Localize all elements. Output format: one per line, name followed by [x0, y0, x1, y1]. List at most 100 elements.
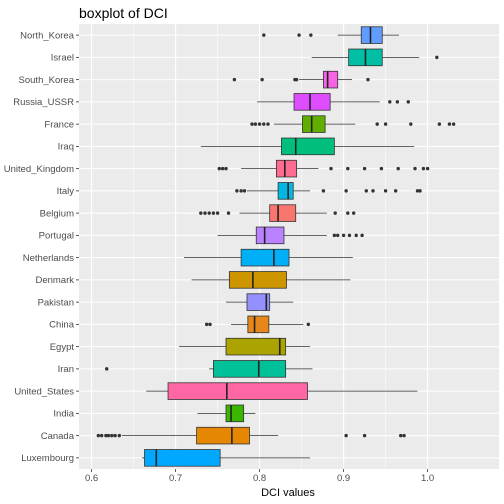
- outlier-point: [362, 166, 367, 171]
- x-tick-label: 1.0: [421, 473, 434, 484]
- boxplot-portugal: [217, 226, 364, 245]
- outlier-point: [354, 233, 358, 238]
- y-tick-label: Egypt: [50, 342, 75, 353]
- boxplot-south-korea: [232, 70, 370, 89]
- boxplot-india: [197, 404, 256, 423]
- outlier-point: [257, 122, 262, 126]
- iqr-box: [246, 293, 271, 311]
- outlier-point: [362, 433, 367, 438]
- outlier-point: [262, 122, 266, 126]
- iqr-box: [240, 248, 290, 267]
- outlier-point: [379, 166, 384, 171]
- outlier-point: [220, 166, 225, 171]
- outlier-point: [232, 77, 237, 82]
- outlier-point: [393, 189, 398, 193]
- y-tick-label: North_Korea: [20, 30, 75, 41]
- chart-title: boxplot of DCI: [79, 5, 168, 21]
- x-tick-label: 0.8: [253, 473, 266, 484]
- y-tick-label: France: [44, 119, 74, 130]
- x-axis-title: DCI values: [261, 487, 315, 499]
- y-tick-label: China: [49, 320, 75, 331]
- outlier-point: [262, 33, 266, 37]
- y-tick-label: Pakistan: [38, 297, 74, 308]
- y-axis: North_Korea Israel South_Korea Russia_USSR F…: [4, 30, 79, 464]
- y-tick-label: Iraq: [58, 142, 74, 153]
- outlier-point: [204, 322, 209, 327]
- iqr-box: [228, 271, 287, 289]
- y-tick-label: Israel: [51, 53, 74, 64]
- outlier-point: [418, 189, 422, 193]
- y-tick-label: India: [53, 409, 74, 420]
- outlier-point: [425, 166, 430, 171]
- outlier-point: [360, 233, 364, 238]
- boxplot-egypt: [178, 337, 310, 356]
- outlier-point: [321, 189, 326, 193]
- iqr-box: [196, 426, 250, 445]
- iqr-box: [269, 204, 297, 222]
- outlier-point: [347, 233, 352, 238]
- boxplot-united-kingdom: [217, 159, 430, 178]
- outlier-point: [435, 55, 439, 60]
- y-tick-label: Luxembourg: [21, 453, 74, 464]
- outlier-point: [421, 166, 426, 171]
- outlier-point: [371, 189, 375, 193]
- outlier-point: [413, 166, 417, 171]
- iqr-box: [212, 360, 287, 378]
- outlier-point: [396, 166, 400, 171]
- outlier-point: [309, 33, 313, 37]
- outlier-point: [104, 433, 108, 438]
- outlier-point: [239, 189, 243, 193]
- outlier-point: [383, 122, 388, 126]
- boxplot-iraq: [200, 137, 415, 156]
- y-tick-label: Portugal: [39, 231, 74, 242]
- iqr-box: [225, 337, 287, 356]
- outlier-point: [329, 166, 333, 171]
- boxplot-netherlands: [184, 248, 353, 267]
- outlier-point: [375, 122, 379, 126]
- iqr-box: [255, 226, 285, 245]
- boxplot-denmark: [191, 271, 351, 289]
- outlier-point: [437, 122, 442, 126]
- outlier-point: [447, 122, 452, 126]
- plot-panel: [79, 24, 499, 469]
- y-tick-label: Iran: [58, 364, 74, 375]
- boxplot-canada: [96, 426, 406, 445]
- iqr-box: [360, 26, 383, 44]
- outlier-point: [344, 189, 348, 193]
- boxplot-pakistan: [226, 293, 294, 311]
- boxes-layer: [96, 26, 456, 467]
- iqr-box: [281, 137, 335, 156]
- outlier-point: [117, 433, 122, 438]
- outlier-point: [217, 166, 221, 171]
- outlier-point: [346, 211, 350, 215]
- iqr-box: [302, 115, 326, 133]
- outlier-point: [253, 122, 258, 126]
- y-tick-label: South_Korea: [19, 75, 75, 86]
- boxplot-russia-ussr: [257, 93, 410, 111]
- outlier-point: [294, 77, 299, 82]
- iqr-box: [275, 159, 297, 178]
- outlier-point: [383, 189, 388, 193]
- outlier-point: [406, 100, 410, 104]
- outlier-point: [344, 433, 348, 438]
- y-tick-label: Russia_USSR: [13, 97, 74, 108]
- y-tick-label: United_States: [14, 386, 74, 397]
- outlier-point: [226, 211, 231, 215]
- x-tick-label: 0.9: [337, 473, 350, 484]
- outlier-point: [105, 367, 109, 371]
- outlier-point: [235, 189, 239, 193]
- outlier-point: [99, 433, 104, 438]
- outlier-point: [388, 100, 392, 104]
- outlier-point: [366, 77, 370, 82]
- outlier-point: [215, 211, 220, 215]
- outlier-point: [415, 189, 420, 193]
- boxplot-united-states: [146, 382, 418, 400]
- x-tick-label: 0.7: [169, 473, 182, 484]
- boxplot-israel: [311, 48, 439, 67]
- outlier-point: [395, 100, 400, 104]
- outlier-point: [333, 211, 337, 215]
- iqr-box: [323, 70, 339, 89]
- outlier-point: [211, 211, 216, 215]
- y-tick-label: Denmark: [35, 275, 74, 286]
